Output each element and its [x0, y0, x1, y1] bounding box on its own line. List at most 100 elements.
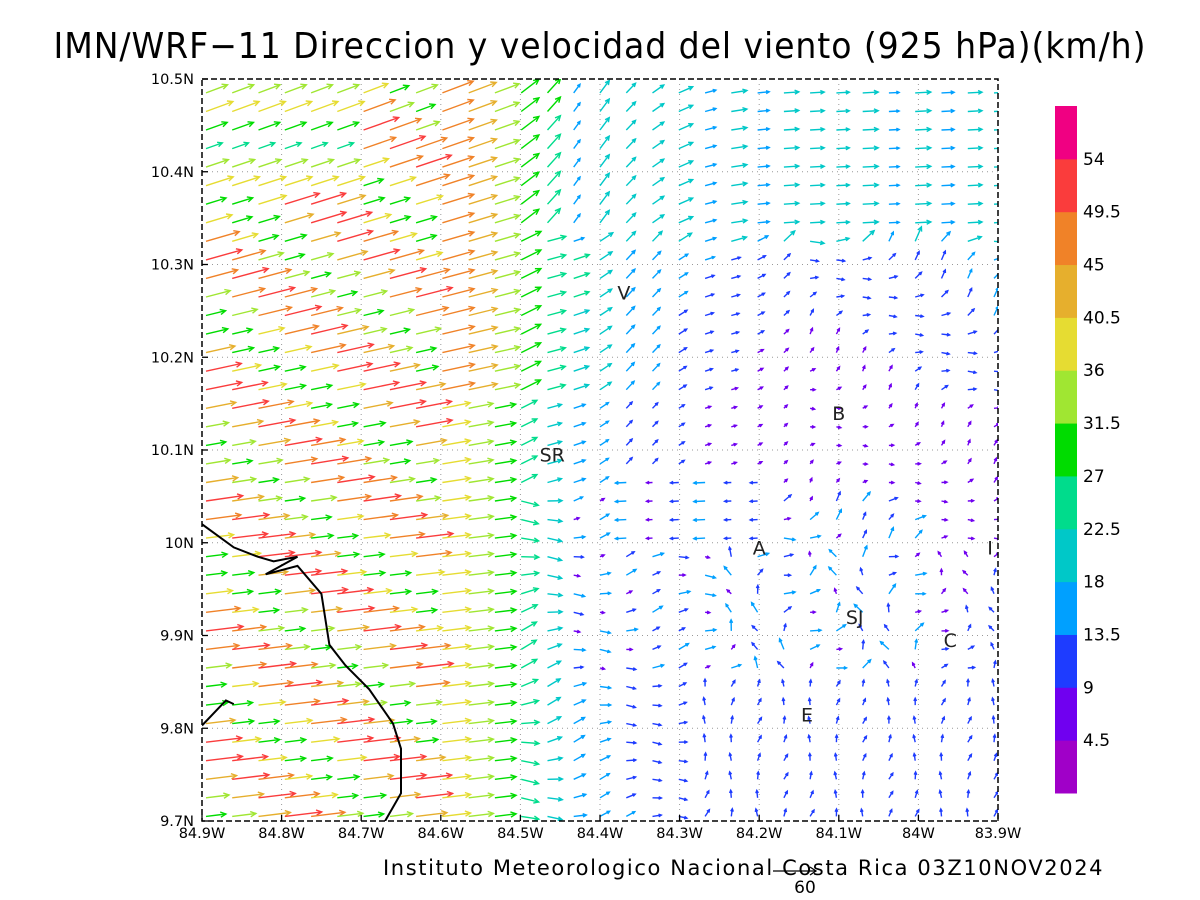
wind-vector: [967, 734, 973, 743]
wind-vector-head: [631, 193, 637, 199]
wind-vector-head: [272, 607, 281, 614]
wind-vector: [521, 570, 541, 577]
wind-vector: [415, 103, 437, 113]
wind-vector-head: [325, 514, 333, 521]
wind-vector-shaft: [731, 126, 748, 131]
wind-vector-head: [684, 290, 689, 295]
wind-vector-head: [732, 679, 736, 684]
wind-vector: [258, 141, 277, 150]
wind-vector: [704, 293, 716, 298]
wind-vector: [415, 326, 443, 335]
wind-vector-shaft: [258, 439, 290, 447]
wind-vector-shaft: [573, 272, 590, 280]
wind-vector: [337, 474, 376, 484]
wind-vector-head: [807, 733, 812, 739]
wind-vector-shaft: [442, 682, 471, 688]
wind-vector-head: [510, 681, 518, 688]
wind-vector-head: [235, 248, 244, 255]
wind-vector-shaft: [547, 611, 563, 613]
wind-vector-head: [509, 420, 518, 428]
wind-vector-shaft: [810, 184, 825, 187]
wind-vector: [678, 778, 689, 783]
wind-vector-head: [325, 383, 334, 390]
wind-vector-head: [915, 421, 919, 426]
wind-vector: [232, 512, 271, 521]
colorbar-label: 18: [1083, 573, 1105, 593]
wind-vector: [416, 754, 447, 762]
wind-vector-shaft: [337, 326, 369, 335]
wind-vector-shaft: [494, 365, 520, 372]
wind-vector: [941, 460, 948, 465]
wind-vector-head: [758, 697, 762, 702]
wind-vector-head: [888, 733, 892, 739]
wind-vector-shaft: [232, 440, 256, 447]
wind-vector-head: [359, 381, 367, 389]
wind-vector-shaft: [731, 145, 748, 150]
wind-vector-shaft: [363, 402, 393, 409]
wind-vector: [853, 603, 864, 613]
wind-vector-head: [794, 126, 801, 132]
wind-vector-head: [436, 250, 444, 258]
wind-vector-head: [227, 175, 235, 182]
wind-vector: [783, 622, 787, 632]
wind-vector-shaft: [494, 646, 517, 651]
wind-vector-head: [380, 326, 388, 334]
wind-vector-head: [781, 696, 786, 702]
wind-vector: [836, 236, 851, 242]
wind-vector-shaft: [693, 500, 706, 503]
wind-vector: [967, 623, 972, 632]
wind-vector: [205, 380, 244, 391]
wind-vector: [337, 698, 370, 706]
wind-vector: [547, 556, 564, 562]
wind-vector-head: [942, 697, 946, 703]
wind-vector: [416, 495, 442, 502]
wind-vector-head: [684, 253, 690, 258]
wind-vector: [993, 517, 998, 522]
wind-vector: [808, 678, 813, 687]
wind-vector: [337, 270, 362, 280]
wind-vector: [573, 327, 591, 335]
wind-vector-head: [441, 512, 450, 520]
wind-vector-head: [758, 423, 764, 428]
wind-vector: [644, 480, 653, 485]
wind-vector: [415, 173, 451, 187]
wind-vector-head: [742, 199, 749, 206]
wind-vector-head: [728, 770, 733, 775]
wind-vector: [861, 678, 866, 687]
wind-vector-head: [443, 267, 451, 274]
wind-vector-head: [644, 499, 650, 504]
wind-vector-shaft: [520, 658, 538, 669]
wind-vector-shaft: [678, 272, 688, 279]
wind-vector-head: [605, 476, 610, 480]
wind-vector: [888, 423, 895, 428]
wind-vector: [494, 811, 518, 818]
wind-vector-shaft: [415, 234, 437, 242]
wind-vector-head: [613, 499, 619, 504]
wind-vector: [573, 753, 586, 762]
wind-vector-head: [685, 555, 690, 560]
wind-vector-head: [893, 275, 899, 279]
wind-vector-head: [273, 718, 281, 725]
wind-vector: [389, 439, 414, 447]
wind-vector-head: [312, 324, 320, 331]
wind-vector: [625, 550, 636, 558]
wind-vector-shaft: [363, 328, 387, 335]
wind-vector-head: [755, 583, 760, 589]
wind-vector-head: [350, 290, 359, 297]
wind-vector-shaft: [967, 221, 983, 224]
wind-vector-shaft: [704, 163, 717, 168]
wind-vector-shaft: [993, 203, 998, 205]
wind-vector-shaft: [810, 240, 825, 244]
wind-vector-head: [730, 714, 734, 720]
wind-vector-shaft: [284, 402, 312, 409]
wind-vector-shaft: [337, 121, 359, 131]
wind-vector-head: [377, 308, 385, 316]
wind-vector: [363, 623, 403, 632]
wind-vector: [809, 661, 814, 669]
wind-vector-head: [464, 717, 473, 725]
wind-vector: [725, 602, 732, 613]
wind-vector-head: [748, 480, 754, 485]
wind-vector-shaft: [599, 572, 611, 576]
wind-vector-head: [737, 663, 743, 668]
wind-vector-shaft: [468, 138, 497, 150]
